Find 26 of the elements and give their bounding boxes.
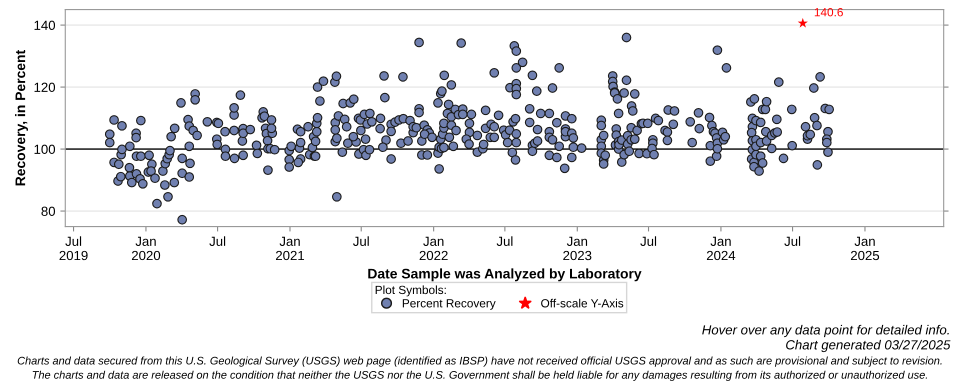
x-tick-label: Jul <box>784 236 800 246</box>
x-tick-label: Jan 2023 <box>563 236 592 260</box>
text: Hover over any data point for detailed info. <box>702 324 949 338</box>
legend-label: Off-scale Y-Axis <box>541 298 624 308</box>
y-tick-label: 80 <box>41 206 56 216</box>
x-tick-label: Jan 2024 <box>706 236 736 260</box>
x-axis-title: Date Sample was Analyzed by Laboratory <box>368 268 642 282</box>
y-tick-label: 120 <box>34 82 56 92</box>
y-axis-title: Recovery, in Percent <box>15 50 28 186</box>
x-tick-label: Jul 2019 <box>60 236 88 260</box>
data-label: 140.6 <box>814 8 843 16</box>
x-tick-label: Jul <box>640 236 656 246</box>
x-tick-label: Jan 2022 <box>420 236 448 260</box>
x-tick-label: Jul <box>209 236 226 246</box>
x-tick-label: Jan 2025 <box>850 236 880 260</box>
x-tick-label: Jul <box>353 236 369 246</box>
text: Chart generated 03/27/2025 <box>786 340 950 352</box>
x-tick-label: Jul <box>496 236 512 246</box>
legend-label: Percent Recovery <box>402 299 496 310</box>
x-tick-label: Jan 2021 <box>276 236 304 260</box>
x-tick-label: Jan 2020 <box>132 236 160 260</box>
legend-title: Plot Symbols: <box>376 285 446 296</box>
y-tick-label: 100 <box>34 144 56 154</box>
text: Charts and data secured from this U.S. Geological Survey (USGS) web page (identified as IBSP) have not received official USGS approval and as such are provisional and subject to revision. <box>18 356 942 367</box>
text: The charts and data are released on the condition that neither the USGS nor the U.S. Government shall be held liable for any damages resulting from its authorized or unauthorized use. <box>32 370 927 381</box>
y-tick-label: 140 <box>34 20 56 30</box>
